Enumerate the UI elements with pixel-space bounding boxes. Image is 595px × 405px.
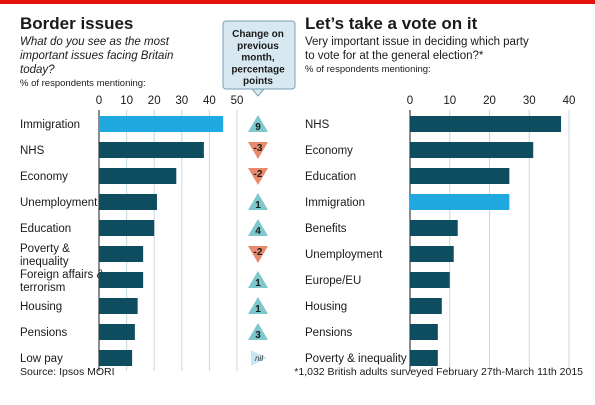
bar	[99, 246, 144, 262]
x-tick-label: 40	[203, 95, 216, 107]
category-label: Education	[20, 223, 71, 235]
bar	[99, 116, 224, 132]
change-marker-up	[248, 193, 268, 210]
category-label: Unemployment	[305, 249, 383, 261]
x-tick-label: 50	[231, 95, 244, 107]
unit-note: % of respondents mentioning:	[20, 78, 146, 89]
bar	[99, 220, 155, 236]
change-marker-up	[248, 219, 268, 236]
category-label: Poverty & inequality	[305, 353, 407, 365]
x-tick-label: 30	[523, 95, 536, 107]
change-header-pointer	[250, 88, 266, 97]
change-value: 4	[255, 226, 261, 237]
x-tick-label: 20	[148, 95, 161, 107]
change-header-text: points	[243, 76, 273, 87]
category-label: Pensions	[305, 327, 353, 339]
category-label: Benefits	[305, 223, 347, 235]
category-label: Unemployment	[20, 197, 98, 209]
chart-subtitle: to vote for at the general election?*	[305, 50, 484, 62]
change-marker-up	[248, 271, 268, 288]
x-tick-label: 20	[483, 95, 496, 107]
bar	[410, 168, 510, 184]
change-marker-down	[248, 168, 268, 185]
bar	[410, 350, 438, 366]
category-label: Immigration	[305, 197, 365, 209]
bar	[99, 298, 138, 314]
bar	[410, 324, 438, 340]
chart-subtitle: Very important issue in deciding which p…	[305, 36, 529, 48]
chart-title: Border issues	[20, 14, 133, 33]
change-marker-up	[248, 323, 268, 340]
change-header-text: percentage	[231, 64, 285, 75]
chart-title: Let’s take a vote on it	[305, 14, 478, 33]
change-value: 3	[255, 330, 261, 341]
bar	[99, 194, 157, 210]
x-tick-label: 30	[175, 95, 188, 107]
source-note: Source: Ipsos MORI	[20, 366, 115, 378]
x-tick-label: 10	[443, 95, 456, 107]
bar	[99, 324, 135, 340]
x-tick-label: 0	[96, 95, 102, 107]
unit-note: % of respondents mentioning:	[305, 64, 431, 75]
bar	[410, 194, 510, 210]
category-label: Europe/EU	[305, 275, 361, 287]
x-tick-label: 0	[407, 95, 413, 107]
category-label: Housing	[20, 301, 62, 313]
bar	[410, 116, 562, 132]
category-label: Low pay	[20, 353, 63, 365]
category-label: Poverty &	[20, 243, 70, 255]
chart-subtitle: important issues facing Britain	[20, 50, 173, 62]
bar	[99, 142, 204, 158]
bar	[99, 272, 144, 288]
chart-subtitle: What do you see as the most	[20, 36, 170, 48]
chart-subtitle: today?	[20, 64, 55, 76]
change-marker-nil	[251, 350, 267, 366]
change-value: nil	[255, 354, 263, 363]
left-chart: Border issues What do you see as the most…	[20, 14, 296, 371]
x-tick-label: 40	[563, 95, 576, 107]
change-value: -3	[254, 143, 263, 154]
change-marker-up	[248, 297, 268, 314]
category-label: Economy	[305, 145, 353, 157]
category-label: terrorism	[20, 282, 65, 294]
change-value: 9	[255, 122, 261, 133]
category-label: NHS	[20, 145, 45, 157]
footnote: *1,032 British adults surveyed February …	[294, 366, 583, 378]
category-label: Housing	[305, 301, 347, 313]
change-header-text: Change on	[232, 29, 284, 40]
bar	[410, 272, 450, 288]
bar	[410, 298, 442, 314]
category-label: Foreign affairs &	[20, 269, 104, 281]
change-marker-up	[248, 115, 268, 132]
change-header-text: previous	[237, 41, 279, 52]
category-label: Education	[305, 171, 356, 183]
category-label: NHS	[305, 119, 330, 131]
top-accent-rule	[0, 0, 595, 4]
right-chart: Let’s take a vote on it Very important is…	[305, 14, 575, 371]
x-tick-label: 10	[120, 95, 133, 107]
change-marker-down	[248, 142, 268, 159]
change-value: -2	[254, 169, 263, 180]
change-value: 1	[255, 304, 261, 315]
change-marker-down	[248, 246, 268, 263]
bar	[99, 350, 133, 366]
category-label: inequality	[20, 256, 69, 268]
change-value: -2	[254, 247, 263, 258]
bar	[410, 220, 458, 236]
bar	[99, 168, 177, 184]
category-label: Economy	[20, 171, 68, 183]
change-value: 1	[255, 200, 261, 211]
change-header-text: month,	[241, 53, 275, 64]
change-value: 1	[255, 278, 261, 289]
bar	[410, 142, 534, 158]
category-label: Pensions	[20, 327, 68, 339]
bar	[410, 246, 454, 262]
category-label: Immigration	[20, 119, 80, 131]
